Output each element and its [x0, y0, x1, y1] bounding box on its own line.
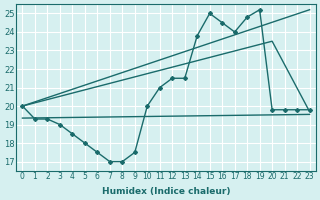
X-axis label: Humidex (Indice chaleur): Humidex (Indice chaleur) [102, 187, 230, 196]
